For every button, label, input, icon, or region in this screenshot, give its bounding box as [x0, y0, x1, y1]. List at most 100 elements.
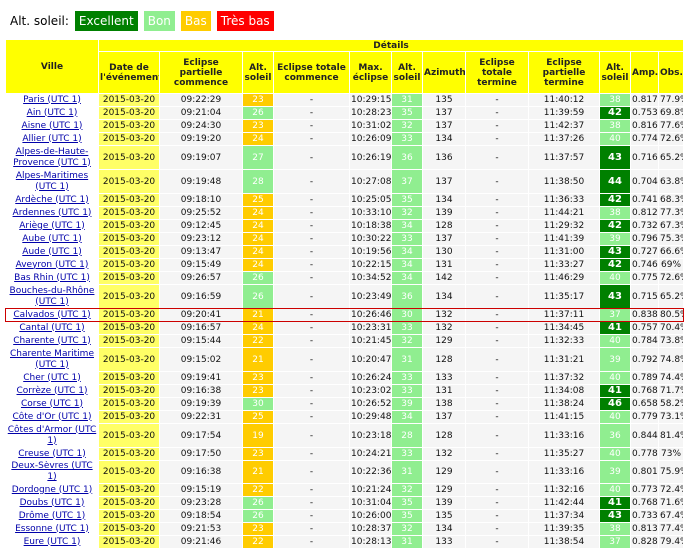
city-link[interactable]: Deux-Sèvres (UTC 1) [6, 461, 98, 483]
azimuth-cell: 132 [423, 322, 465, 334]
alt-soleil-cell: 38 [600, 94, 630, 106]
partial-end-cell: 11:32:16 [529, 484, 599, 496]
city-link[interactable]: Aisne (UTC 1) [6, 120, 98, 132]
alt-soleil-cell: 23 [243, 94, 273, 106]
azimuth-cell: 128 [423, 424, 465, 447]
max-eclipse-cell: 10:24:21 [350, 448, 391, 460]
city-link[interactable]: Ardèche (UTC 1) [6, 194, 98, 206]
city-link[interactable]: Corse (UTC 1) [6, 398, 98, 410]
city-link[interactable]: Ain (UTC 1) [6, 107, 98, 119]
obs-cell: 73.8% [659, 335, 684, 347]
date-cell: 2015-03-20 [99, 461, 159, 483]
total-start-cell: - [274, 133, 349, 145]
header-ville: Ville [6, 40, 98, 93]
table-row: Cher (UTC 1) 2015-03-20 09:19:41 23-10:26:2… [6, 372, 684, 384]
total-end-cell: - [466, 348, 528, 371]
city-link[interactable]: Aube (UTC 1) [6, 233, 98, 245]
city-link[interactable]: Charente (UTC 1) [6, 335, 98, 347]
table-row: Allier (UTC 1) 2015-03-20 09:19:20 24-10:26… [6, 133, 684, 145]
total-end-cell: - [466, 523, 528, 535]
partial-end-cell: 11:37:26 [529, 133, 599, 145]
max-eclipse-cell: 10:26:24 [350, 372, 391, 384]
alt-soleil-cell: 46 [600, 398, 630, 410]
city-link[interactable]: Alpes-Maritimes (UTC 1) [6, 170, 98, 193]
header-azimuth: Azimuth [423, 52, 465, 93]
city-link[interactable]: Alpes-de-Haute-Provence (UTC 1) [6, 146, 98, 169]
city-link[interactable]: Dordogne (UTC 1) [6, 484, 98, 496]
city-link[interactable]: Ariège (UTC 1) [6, 220, 98, 232]
alt-soleil-cell: 35 [392, 107, 422, 119]
city-link[interactable]: Côtes d'Armor (UTC 1) [6, 424, 98, 447]
date-cell: 2015-03-20 [99, 309, 159, 321]
alt-soleil-cell: 33 [392, 372, 422, 384]
azimuth-cell: 134 [423, 523, 465, 535]
date-cell: 2015-03-20 [99, 107, 159, 119]
max-eclipse-cell: 10:28:13 [350, 536, 391, 548]
amp-cell: 0.733 [631, 510, 658, 522]
partial-end-cell: 11:37:32 [529, 372, 599, 384]
partial-start-cell: 09:26:57 [160, 272, 242, 284]
city-link[interactable]: Aveyron (UTC 1) [6, 259, 98, 271]
alt-soleil-cell: 43 [600, 146, 630, 169]
total-end-cell: - [466, 94, 528, 106]
table-row: Drôme (UTC 1) 2015-03-20 09:18:54 26-10:26:… [6, 510, 684, 522]
alt-soleil-cell: 38 [600, 523, 630, 535]
alt-soleil-cell: 26 [243, 107, 273, 119]
alt-soleil-cell: 39 [600, 348, 630, 371]
obs-cell: 65.2% [659, 285, 684, 308]
partial-start-cell: 09:17:54 [160, 424, 242, 447]
amp-cell: 0.828 [631, 536, 658, 548]
city-link[interactable]: Côte d'Or (UTC 1) [6, 411, 98, 423]
city-link[interactable]: Ardennes (UTC 1) [6, 207, 98, 219]
table-row: Ain (UTC 1) 2015-03-20 09:21:04 26-10:28:23… [6, 107, 684, 119]
alt-soleil-cell: 37 [600, 536, 630, 548]
date-cell: 2015-03-20 [99, 348, 159, 371]
city-link[interactable]: Creuse (UTC 1) [6, 448, 98, 460]
alt-soleil-cell: 25 [243, 194, 273, 206]
city-link[interactable]: Paris (UTC 1) [6, 94, 98, 106]
max-eclipse-cell: 10:23:18 [350, 424, 391, 447]
table-row: Doubs (UTC 1) 2015-03-20 09:23:28 26-10:31:… [6, 497, 684, 509]
city-link[interactable]: Drôme (UTC 1) [6, 510, 98, 522]
city-link[interactable]: Allier (UTC 1) [6, 133, 98, 145]
city-link[interactable]: Doubs (UTC 1) [6, 497, 98, 509]
alt-soleil-cell: 34 [392, 411, 422, 423]
max-eclipse-cell: 10:28:37 [350, 523, 391, 535]
date-cell: 2015-03-20 [99, 411, 159, 423]
alt-soleil-cell: 24 [243, 220, 273, 232]
obs-cell: 63.8% [659, 170, 684, 193]
total-end-cell: - [466, 497, 528, 509]
total-end-cell: - [466, 510, 528, 522]
alt-soleil-cell: 21 [243, 461, 273, 483]
table-row: Cantal (UTC 1) 2015-03-20 09:16:57 24-10:23… [6, 322, 684, 334]
amp-cell: 0.746 [631, 259, 658, 271]
city-link[interactable]: Bas Rhin (UTC 1) [6, 272, 98, 284]
table-row: Calvados (UTC 1) 2015-03-20 09:20:41 21-10:… [6, 309, 684, 321]
total-start-cell: - [274, 272, 349, 284]
alt-soleil-cell: 31 [392, 94, 422, 106]
total-end-cell: - [466, 536, 528, 548]
partial-end-cell: 11:39:59 [529, 107, 599, 119]
date-cell: 2015-03-20 [99, 220, 159, 232]
amp-cell: 0.838 [631, 309, 658, 321]
max-eclipse-cell: 10:22:15 [350, 259, 391, 271]
city-link[interactable]: Cantal (UTC 1) [6, 322, 98, 334]
total-start-cell: - [274, 510, 349, 522]
table-row: Charente (UTC 1) 2015-03-20 09:15:44 22-10:… [6, 335, 684, 347]
legend-bas: Bas [180, 11, 211, 31]
alt-soleil-cell: 28 [243, 170, 273, 193]
city-link[interactable]: Essonne (UTC 1) [6, 523, 98, 535]
city-link[interactable]: Corrèze (UTC 1) [6, 385, 98, 397]
city-link[interactable]: Bouches-du-Rhône (UTC 1) [6, 285, 98, 308]
alt-soleil-cell: 40 [600, 448, 630, 460]
city-link[interactable]: Charente Maritime (UTC 1) [6, 348, 98, 371]
partial-start-cell: 09:23:12 [160, 233, 242, 245]
total-start-cell: - [274, 285, 349, 308]
max-eclipse-cell: 10:31:02 [350, 120, 391, 132]
legend: Alt. soleil: Excellent Bon Bas Très bas [10, 10, 280, 32]
max-eclipse-cell: 10:19:56 [350, 246, 391, 258]
city-link[interactable]: Calvados (UTC 1) [6, 309, 98, 321]
city-link[interactable]: Eure (UTC 1) [6, 536, 98, 548]
city-link[interactable]: Aude (UTC 1) [6, 246, 98, 258]
city-link[interactable]: Cher (UTC 1) [6, 372, 98, 384]
